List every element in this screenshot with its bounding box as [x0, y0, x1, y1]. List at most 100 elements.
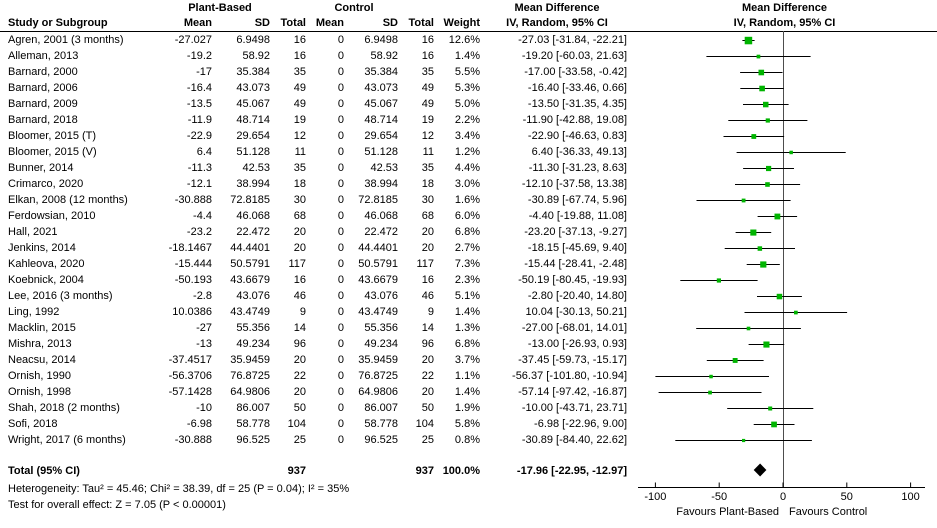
cell-c_sd: 86.007 — [364, 402, 398, 414]
cell-p_total: 104 — [287, 418, 306, 430]
cell-c_mean: 0 — [337, 290, 344, 302]
cell-weight: 6.0% — [454, 210, 480, 222]
cell-p_total: 96 — [293, 338, 306, 350]
effect-marker — [763, 101, 769, 108]
table-row: Wright, 2017 (6 months) -30.888 96.525 25 0 9… — [0, 432, 937, 448]
cell-c_mean: 0 — [337, 386, 344, 398]
col-header-control-sd: SD — [382, 17, 398, 29]
cell-c_sd: 43.4749 — [358, 306, 398, 318]
cell-weight: 2.7% — [454, 242, 480, 254]
cell-c_mean: 0 — [337, 114, 344, 126]
cell-p_sd: 6.9498 — [236, 34, 270, 46]
cell-weight: 2.2% — [454, 114, 480, 126]
effect-marker — [774, 213, 781, 220]
cell-c_mean: 0 — [337, 274, 344, 286]
cell-c_total: 11 — [422, 146, 434, 158]
table-row: Kahleova, 2020 -15.444 50.5791 117 0 50.5791 1… — [0, 256, 937, 272]
cell-p_total: 16 — [293, 50, 306, 62]
cell-study: Agren, 2001 (3 months) — [8, 34, 124, 46]
cell-p_mean: -10 — [196, 402, 212, 414]
cell-p_total: 20 — [293, 386, 306, 398]
cell-weight: 1.2% — [454, 146, 480, 158]
cell-study: Barnard, 2009 — [8, 98, 78, 110]
cell-p_sd: 51.128 — [236, 146, 270, 158]
cell-p_mean: 10.0386 — [172, 306, 212, 318]
effect-marker — [766, 165, 772, 172]
cell-weight: 1.1% — [454, 370, 480, 382]
cell-p_sd: 50.5791 — [230, 258, 270, 270]
cell-p_sd: 45.067 — [236, 98, 270, 110]
cell-weight: 5.0% — [454, 98, 480, 110]
effect-marker — [750, 229, 757, 236]
cell-p_total: 46 — [293, 290, 306, 302]
axis-tick-label: -50 — [711, 491, 727, 503]
cell-weight: 5.5% — [454, 66, 480, 78]
cell-p_sd: 49.234 — [236, 338, 270, 350]
cell-p_sd: 64.9806 — [230, 386, 270, 398]
cell-md: -12.10 [-37.58, 13.38] — [521, 178, 627, 190]
cell-c_sd: 50.5791 — [358, 258, 398, 270]
effect-marker — [751, 134, 757, 139]
cell-c_mean: 0 — [337, 242, 344, 254]
cell-c_total: 104 — [415, 418, 434, 430]
effect-marker — [789, 150, 793, 155]
total-label: Total (95% CI) — [8, 465, 80, 477]
header-divider — [0, 31, 937, 32]
table-row: Bloomer, 2015 (T) -22.9 29.654 12 0 29.654 12 3… — [0, 128, 937, 144]
cell-c_total: 25 — [421, 434, 434, 446]
effect-marker — [763, 341, 770, 348]
table-row: Barnard, 2018 -11.9 48.714 19 0 48.714 19 2.2% -… — [0, 112, 937, 128]
cell-p_total: 68 — [293, 210, 306, 222]
cell-c_total: 20 — [421, 354, 434, 366]
cell-weight: 2.3% — [454, 274, 480, 286]
cell-p_sd: 42.53 — [242, 162, 270, 174]
cell-p_total: 35 — [293, 162, 306, 174]
cell-weight: 6.8% — [454, 226, 480, 238]
overall-effect-test: Test for overall effect: Z = 7.05 (P < 0… — [8, 499, 226, 511]
cell-p_total: 18 — [293, 178, 306, 190]
table-row: Lee, 2016 (3 months) -2.8 43.076 46 0 43.076 4… — [0, 288, 937, 304]
effect-marker — [716, 278, 721, 283]
table-row: Alleman, 2013 -19.2 58.92 16 0 58.92 16 1.4% -19… — [0, 48, 937, 64]
table-row: Barnard, 2000 -17 35.384 35 0 35.384 35 5.5% -17… — [0, 64, 937, 80]
axis-tick-label: -100 — [644, 491, 666, 503]
forest-plot: -100 -50 0 50 100 Favours Plant-Based Favours … — [638, 31, 925, 518]
cell-c_sd: 58.92 — [370, 50, 398, 62]
table-row: Sofi, 2018 -6.98 58.778 104 0 58.778 104 5.8% -6… — [0, 416, 937, 432]
cell-p_mean: 6.4 — [196, 146, 212, 158]
table-row: Jenkins, 2014 -18.1467 44.4401 20 0 44.4401 20… — [0, 240, 937, 256]
table-row: Elkan, 2008 (12 months) -30.888 72.8185 30 0… — [0, 192, 937, 208]
cell-md: -19.20 [-60.03, 21.63] — [521, 50, 627, 62]
table-row: Shah, 2018 (2 months) -10 86.007 50 0 86.007 5… — [0, 400, 937, 416]
cell-c_mean: 0 — [337, 226, 344, 238]
cell-study: Mishra, 2013 — [8, 338, 72, 350]
table-row: Ling, 1992 10.0386 43.4749 9 0 43.4749 9 1.4% 10… — [0, 304, 937, 320]
cell-p_sd: 44.4401 — [230, 242, 270, 254]
cell-c_mean: 0 — [337, 418, 344, 430]
table-row: Macklin, 2015 -27 55.356 14 0 55.356 14 1.3% -27… — [0, 320, 937, 336]
cell-p_sd: 38.994 — [236, 178, 270, 190]
effect-marker — [742, 438, 746, 443]
cell-study: Lee, 2016 (3 months) — [8, 290, 113, 302]
cell-md: -17.00 [-33.58, -0.42] — [524, 66, 627, 78]
cell-weight: 1.4% — [454, 306, 480, 318]
cell-study: Bloomer, 2015 (T) — [8, 130, 97, 142]
cell-c_total: 20 — [421, 226, 434, 238]
cell-p_total: 30 — [293, 194, 306, 206]
cell-c_mean: 0 — [337, 34, 344, 46]
cell-c_total: 14 — [421, 322, 434, 334]
cell-md: -18.15 [-45.69, 9.40] — [527, 242, 627, 254]
cell-weight: 5.3% — [454, 82, 480, 94]
col-header-plant-mean: Mean — [183, 17, 212, 29]
cell-p_sd: 58.778 — [236, 418, 270, 430]
table-row: Koebnick, 2004 -50.193 43.6679 16 0 43.6679 16… — [0, 272, 937, 288]
cell-p_mean: -19.2 — [186, 50, 212, 62]
cell-md: -30.89 [-67.74, 5.96] — [527, 194, 627, 206]
effect-marker — [709, 374, 713, 379]
cell-c_total: 19 — [421, 114, 434, 126]
cell-p_total: 20 — [293, 226, 306, 238]
cell-c_total: 117 — [416, 258, 434, 270]
cell-c_sd: 6.9498 — [364, 34, 398, 46]
cell-c_sd: 49.234 — [364, 338, 398, 350]
table-row: Crimarco, 2020 -12.1 38.994 18 0 38.994 18 3.0%… — [0, 176, 937, 192]
